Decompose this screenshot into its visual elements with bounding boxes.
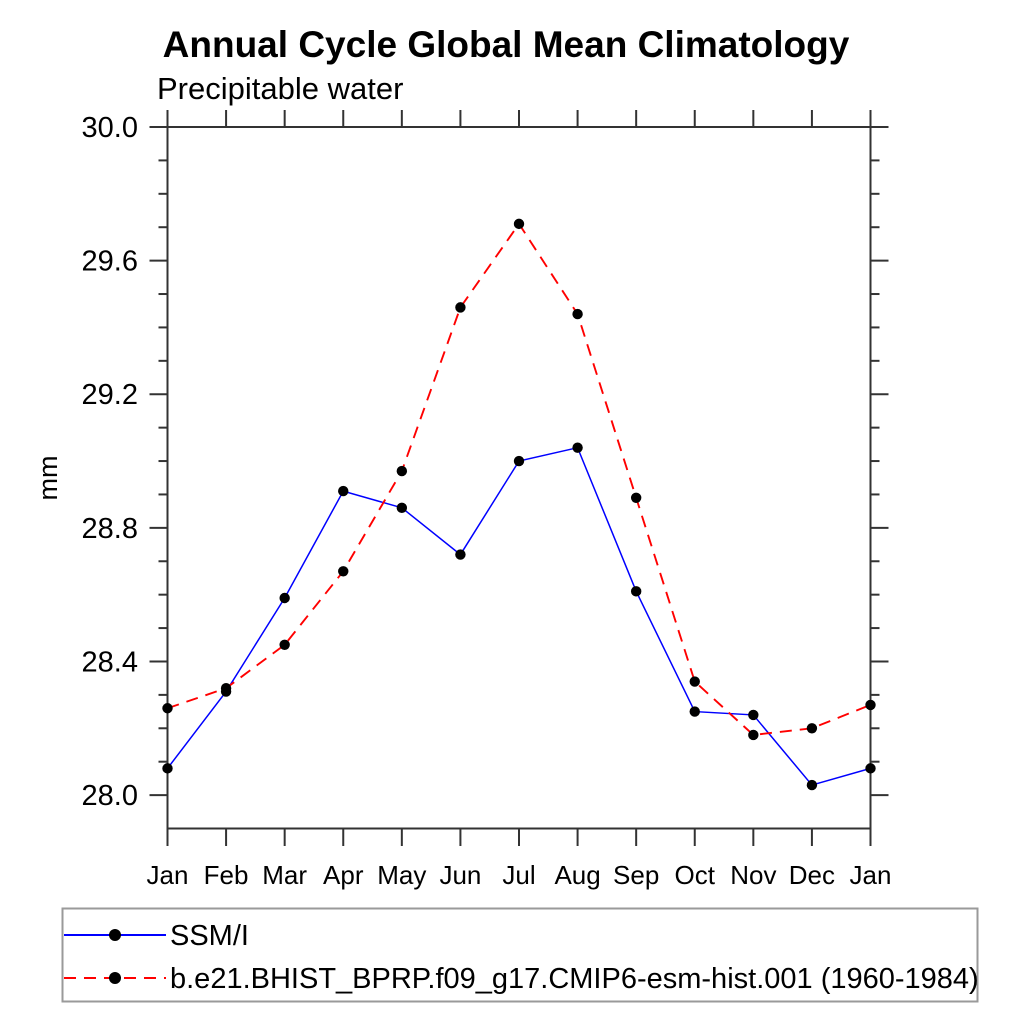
legend-label: b.e21.BHIST_BPRP.f09_g17.CMIP6-esm-hist.… [170, 963, 979, 995]
data-point [338, 485, 349, 497]
data-point [396, 465, 408, 477]
data-point [162, 703, 173, 714]
data-point [630, 492, 642, 503]
x-tick-label: Apr [323, 860, 364, 890]
x-tick-label: Feb [204, 860, 249, 890]
y-tick-label: 29.6 [82, 246, 138, 278]
y-tick-label: 29.2 [82, 379, 138, 411]
data-point [865, 763, 876, 774]
series-line-model [167, 222, 871, 736]
data-point [513, 218, 525, 230]
legend-marker [109, 929, 121, 941]
data-point [162, 763, 173, 774]
x-tick-label: Dec [789, 860, 835, 890]
x-tick-label: Jan [850, 860, 892, 890]
y-tick-label: 28.8 [82, 513, 138, 545]
data-point [689, 676, 700, 687]
data-point [338, 566, 349, 577]
x-tick-label: Sep [613, 860, 659, 890]
x-tick-label: Nov [730, 860, 776, 890]
x-tick-label: Aug [554, 860, 600, 890]
legend-box [61, 907, 979, 1003]
data-point [279, 592, 290, 604]
data-point [748, 729, 759, 741]
y-tick-label: 28.4 [82, 646, 138, 678]
data-point [748, 709, 759, 721]
x-tick-label: Mar [262, 860, 307, 890]
data-point [689, 706, 700, 717]
y-tick-label: 28.0 [82, 780, 138, 812]
y-tick-label: 30.0 [82, 112, 138, 144]
data-point [455, 302, 466, 313]
plot-frame [166, 126, 872, 830]
legend-label: SSM/I [170, 920, 249, 952]
data-point [279, 639, 290, 650]
y-axis-label: mm [33, 456, 63, 501]
data-point [220, 683, 232, 694]
data-point [806, 779, 818, 791]
data-point [572, 442, 583, 453]
data-point [630, 586, 642, 597]
data-point [513, 455, 525, 467]
x-tick-label: May [377, 860, 426, 890]
chart-title: Annual Cycle Global Mean Climatology [163, 24, 850, 65]
data-point [396, 502, 408, 514]
chart-subtitle: Precipitable water [157, 71, 403, 106]
data-point [455, 549, 466, 560]
data-point [865, 699, 876, 711]
x-tick-label: Oct [675, 860, 716, 890]
data-point [572, 308, 583, 320]
x-tick-label: Jan [147, 860, 189, 890]
chart-dynamic-layer: Jan Feb Mar Apr May Jun Jul Aug Sep Oct Nov Dec Jan 2… [61, 110, 979, 1003]
x-tick-label: Jul [502, 860, 535, 890]
legend-marker [109, 972, 121, 984]
x-tick-label: Jun [439, 860, 481, 890]
data-point [806, 723, 818, 734]
